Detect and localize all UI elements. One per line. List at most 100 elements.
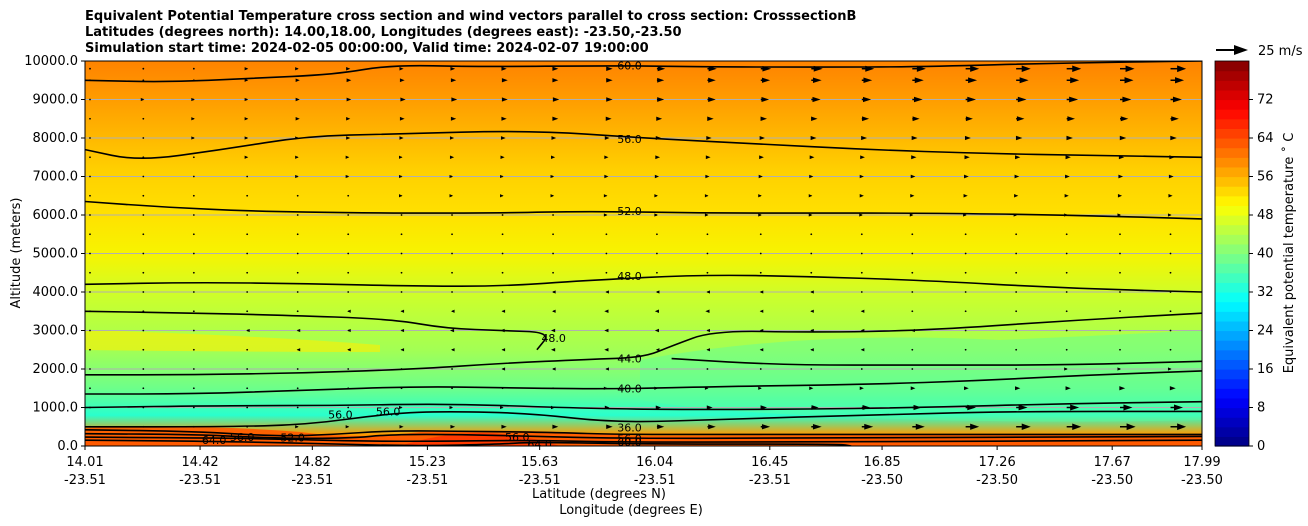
- contour-label: 60.0: [617, 60, 642, 73]
- wind-vector: [910, 174, 916, 179]
- wind-vector: [347, 309, 351, 313]
- wind-vector: [550, 328, 556, 333]
- wind-vector: [1167, 213, 1172, 217]
- wind-vector: [244, 117, 249, 121]
- wind-vector: [451, 97, 458, 102]
- wind-vector: [296, 328, 301, 333]
- wind-vector: [142, 368, 145, 370]
- wind-vector: [605, 290, 609, 294]
- wind-vector: [296, 368, 299, 370]
- wind-vector: [451, 233, 453, 236]
- contour-labels: 60.056.052.048.044.040.036.048.052.0 56.0…: [202, 60, 642, 451]
- wind-vector: [192, 291, 195, 293]
- contour-label: 64.0: [202, 434, 227, 446]
- svg-text:56.0: 56.0: [617, 432, 642, 445]
- wind-vector: [860, 328, 865, 333]
- wind-vector: [810, 271, 813, 274]
- x-tick-label-lon: -23.50: [1181, 473, 1223, 488]
- colorbar-segment: [1215, 378, 1249, 389]
- wind-vector: [1169, 252, 1172, 255]
- wind-vector: [89, 98, 91, 101]
- wind-vector: [965, 116, 973, 122]
- wind-vector: [1016, 77, 1029, 84]
- contour-line: [85, 200, 1202, 220]
- wind-vector: [1015, 348, 1018, 351]
- wind-vector: [346, 78, 352, 83]
- contour-line: [85, 370, 1202, 395]
- wind-vector: [1015, 155, 1021, 160]
- y-tick-label: 8000.0: [33, 131, 79, 146]
- wind-vector: [1066, 135, 1073, 141]
- svg-text:64.0: 64.0: [527, 438, 552, 451]
- wind-vector: [654, 309, 659, 313]
- colorbar-segment: [1215, 186, 1249, 197]
- wind-vector: [1167, 367, 1172, 371]
- y-tick-label: 1000.0: [33, 401, 79, 416]
- x-tick-label-lon: -23.50: [976, 473, 1018, 488]
- wind-vector: [861, 423, 874, 430]
- wind-vector: [501, 214, 504, 216]
- contour-line: [671, 357, 1202, 366]
- wind-vector: [346, 117, 351, 121]
- wind-vector: [400, 387, 403, 390]
- wind-vector: [451, 291, 453, 293]
- wind-vector: [705, 155, 711, 160]
- contour-line: [85, 61, 1202, 83]
- contour-line: [85, 312, 1202, 376]
- svg-text:52.0: 52.0: [280, 432, 305, 445]
- wind-vector: [1119, 116, 1129, 122]
- wind-vector: [912, 404, 922, 411]
- wind-vector: [1119, 65, 1135, 72]
- svg-text:48.0: 48.0: [617, 270, 642, 283]
- wind-vector: [656, 116, 663, 121]
- wind-vector: [605, 271, 608, 274]
- wind-vector: [859, 213, 863, 217]
- wind-vector: [758, 213, 762, 217]
- wind-vector: [89, 214, 91, 216]
- wind-vector: [604, 309, 609, 313]
- wind-vector: [605, 367, 609, 371]
- wind-vector: [142, 291, 145, 293]
- x-tick-label-lat: 14.01: [66, 455, 103, 470]
- colorbar-title: Equivalent potential temperature ˚ C: [1281, 133, 1297, 374]
- wind-vector: [244, 97, 249, 102]
- wind-vector: [398, 174, 403, 179]
- wind-vector: [192, 329, 195, 332]
- wind-vector: [1118, 155, 1125, 160]
- wind-vector: [552, 116, 559, 121]
- wind-vector: [604, 155, 609, 159]
- wind-vector: [656, 271, 658, 274]
- wind-vector: [1065, 271, 1068, 274]
- wind-vector: [1119, 135, 1127, 141]
- wind-vector: [1119, 271, 1121, 274]
- wind-vector: [246, 328, 250, 333]
- wind-vector: [246, 406, 249, 409]
- wind-vector: [704, 213, 709, 217]
- wind-vector: [89, 368, 91, 370]
- wind-vector: [911, 310, 914, 313]
- wind-vector: [759, 290, 764, 294]
- colorbar-segment: [1215, 224, 1249, 235]
- wind-vector: [552, 424, 559, 429]
- x-axis: 14.01 -23.51 14.42 -23.51 14.82 -23.51 15.23 -2…: [64, 446, 1223, 488]
- wind-vector: [1119, 348, 1121, 351]
- x-axis-title-lon: Longitude (degrees E): [559, 503, 703, 518]
- wind-vector: [964, 174, 969, 179]
- wind-vector: [1170, 65, 1187, 73]
- wind-vector: [759, 328, 764, 333]
- wind-vector: [911, 328, 915, 333]
- wind-vector: [707, 97, 716, 102]
- wind-vector: [1064, 367, 1068, 371]
- wind-vector: [191, 136, 195, 140]
- yellow-band: [85, 330, 380, 352]
- svg-text:48.0: 48.0: [541, 332, 566, 345]
- wind-vector: [296, 387, 299, 390]
- wind-vector: [654, 328, 659, 333]
- colorbar-segment: [1215, 263, 1249, 274]
- x-tick-label-lon: -23.51: [64, 473, 106, 488]
- svg-text:60.0: 60.0: [617, 60, 642, 73]
- wind-vector: [860, 368, 863, 370]
- wind-vector: [89, 387, 91, 390]
- wind-vector: [707, 424, 716, 430]
- wind-vector: [1066, 404, 1080, 411]
